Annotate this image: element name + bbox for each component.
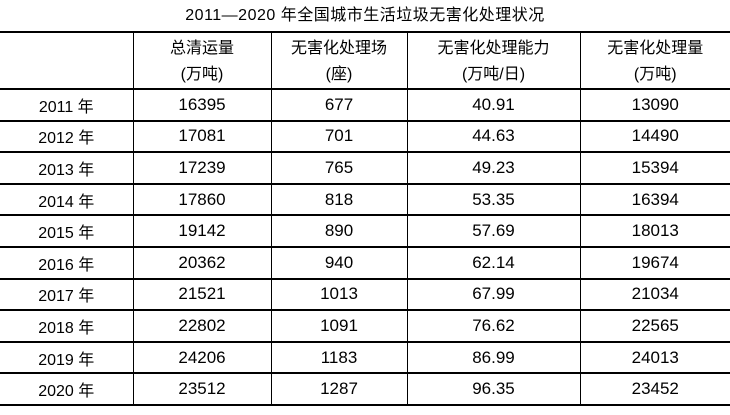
value-cell: 17239 [132,152,271,184]
value-cell: 24013 [579,341,730,374]
table-row: 2014 年 17860 818 53.35 16394 [0,183,730,216]
value-cell: 44.63 [406,120,580,153]
value-cell: 701 [270,120,407,153]
header-cell-treated-volume: 无害化处理量 (万吨) [579,32,730,89]
value-cell: 13090 [579,89,730,121]
value-cell: 818 [270,183,407,216]
value-cell: 17081 [132,120,271,153]
value-cell: 67.99 [406,278,580,311]
header-cell-total-collected: 总清运量 (万吨) [132,32,271,89]
table-row: 2017 年 21521 1013 67.99 21034 [0,278,730,311]
value-cell: 677 [270,89,407,121]
year-cell: 2011 年 [38,98,94,116]
page-title: 2011—2020 年全国城市生活垃圾无害化处理状况 [185,7,545,24]
value-cell: 19142 [132,215,271,247]
value-cell: 21521 [132,278,271,311]
header-cell-treatment-capacity: 无害化处理能力 (万吨/日) [406,32,580,89]
value-cell: 76.62 [406,310,580,342]
value-cell: 62.14 [406,246,580,279]
value-cell: 23512 [132,373,271,405]
header-label: 总清运量 [169,39,234,57]
value-cell: 24206 [132,341,271,374]
value-cell: 16395 [132,89,271,121]
year-cell: 2017 年 [38,288,95,306]
value-cell: 17860 [132,183,271,216]
header-label: 无害化处理量 [607,39,704,57]
value-cell: 1287 [270,373,407,405]
table-row: 2012 年 17081 701 44.63 14490 [0,120,730,153]
table-row: 2015 年 19142 890 57.69 18013 [0,215,730,247]
data-table: 总清运量 (万吨) 无害化处理场 (座) 无害化处理能力 (万吨/日) 无害化处… [0,31,730,406]
value-cell: 22565 [579,310,730,342]
year-cell: 2019 年 [38,351,95,369]
header-unit: (万吨/日) [461,65,526,83]
value-cell: 890 [270,215,407,247]
table-row: 2018 年 22802 1091 76.62 22565 [0,310,730,342]
header-unit: (万吨) [633,65,677,83]
value-cell: 940 [270,246,407,279]
value-cell: 1183 [270,341,407,374]
table-row: 2020 年 23512 1287 96.35 23452 [0,373,730,405]
header-cell-year [0,32,133,89]
value-cell: 49.23 [406,152,580,184]
value-cell: 22802 [132,310,271,342]
value-cell: 96.35 [406,373,580,405]
value-cell: 18013 [579,215,730,247]
year-cell: 2014 年 [38,193,95,211]
header-cell-treatment-plants: 无害化处理场 (座) [270,32,407,89]
year-cell: 2013 年 [38,161,95,179]
header-unit: (座) [325,65,353,83]
value-cell: 19674 [579,246,730,279]
table-row: 2019 年 24206 1183 86.99 24013 [0,341,730,374]
value-cell: 15394 [579,152,730,184]
header-label: 无害化处理场 [290,39,387,57]
value-cell: 765 [270,152,407,184]
table-row: 2011 年 16395 677 40.91 13090 [0,89,730,121]
value-cell: 1091 [270,310,407,342]
value-cell: 40.91 [406,89,580,121]
header-label: 无害化处理能力 [437,39,550,57]
value-cell: 20362 [132,246,271,279]
value-cell: 57.69 [406,215,580,247]
value-cell: 23452 [579,373,730,405]
year-cell: 2016 年 [38,256,95,274]
value-cell: 21034 [579,278,730,311]
year-cell: 2012 年 [38,130,95,148]
value-cell: 14490 [579,120,730,153]
header-row: 总清运量 (万吨) 无害化处理场 (座) 无害化处理能力 (万吨/日) 无害化处… [0,32,730,89]
year-cell: 2018 年 [38,319,95,337]
value-cell: 1013 [270,278,407,311]
value-cell: 86.99 [406,341,580,374]
value-cell: 53.35 [406,183,580,216]
value-cell: 16394 [579,183,730,216]
table-row: 2013 年 17239 765 49.23 15394 [0,152,730,184]
year-cell: 2020 年 [38,383,95,401]
header-unit: (万吨) [180,65,224,83]
table-row: 2016 年 20362 940 62.14 19674 [0,246,730,279]
year-cell: 2015 年 [38,225,95,243]
